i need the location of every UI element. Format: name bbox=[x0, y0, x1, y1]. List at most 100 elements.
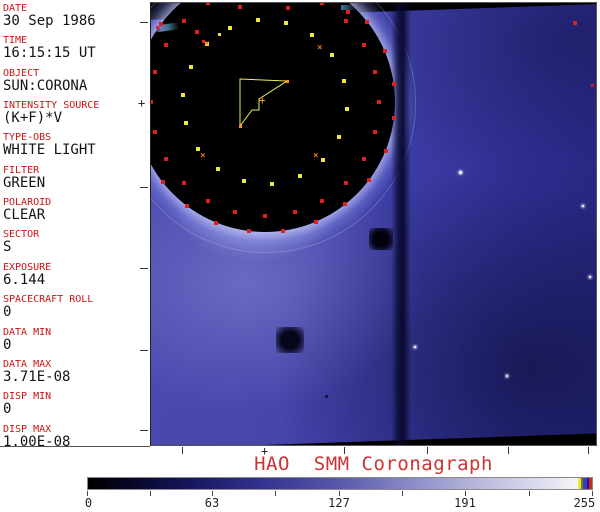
field-label: TIME bbox=[3, 35, 28, 47]
dark-speck bbox=[325, 395, 328, 398]
colorbar-scale-label: 255 bbox=[573, 496, 596, 510]
red-inner-fiducial-circle-dot bbox=[182, 19, 187, 24]
red-inner-fiducial-circle-dot bbox=[233, 210, 238, 215]
field-label: FILTER bbox=[3, 164, 40, 176]
axis-plus-left: + bbox=[138, 96, 146, 110]
axis-tick-left bbox=[140, 187, 148, 188]
metadata-field: SECTOR S bbox=[3, 229, 149, 255]
image-title: HAO SMM Coronagraph bbox=[254, 453, 493, 475]
red-outer-fiducial-circle-dot bbox=[160, 180, 165, 185]
red-inner-fiducial-circle-dot bbox=[343, 19, 348, 24]
field-value: CLEAR bbox=[3, 207, 46, 224]
red-inner-fiducial-circle-dot bbox=[206, 198, 210, 203]
red-outer-fiducial-circle-dot bbox=[392, 115, 397, 120]
fiducial-dot bbox=[201, 39, 205, 43]
colorbar-tick bbox=[339, 491, 340, 496]
yellow-fiducial-circle-dot bbox=[215, 167, 220, 172]
yellow-fiducial-circle-dot bbox=[255, 18, 260, 23]
field-value: (K+F)*V bbox=[3, 110, 63, 127]
field-value: SUN:CORONA bbox=[3, 77, 88, 94]
x-fiducial-mark: × bbox=[313, 151, 319, 161]
fiducial-dot bbox=[155, 25, 159, 29]
red-outer-fiducial-circle-dot bbox=[313, 219, 318, 224]
red-inner-fiducial-circle-dot bbox=[361, 157, 366, 161]
red-inner-fiducial-circle-dot bbox=[373, 70, 378, 75]
colorbar-end-stripe bbox=[589, 478, 592, 489]
axis-tick-bottom bbox=[427, 447, 428, 454]
field-value: GREEN bbox=[3, 174, 46, 191]
star-point bbox=[582, 205, 584, 207]
field-label: SPACECRAFT ROLL bbox=[3, 294, 94, 306]
yellow-fiducial-circle-dot bbox=[344, 107, 349, 112]
red-inner-fiducial-circle-dot bbox=[377, 100, 381, 104]
fiducial-dot bbox=[217, 32, 221, 36]
metadata-field: SPACECRAFT ROLL 0 bbox=[3, 294, 149, 320]
red-inner-fiducial-circle-dot bbox=[373, 129, 378, 134]
axis-tick-left bbox=[140, 268, 148, 269]
field-label: EXPOSURE bbox=[3, 261, 52, 273]
yellow-fiducial-circle-dot bbox=[297, 174, 302, 179]
field-label: OBJECT bbox=[3, 67, 40, 79]
colorbar-end-stripe bbox=[587, 478, 589, 489]
yellow-fiducial-circle-dot bbox=[310, 32, 315, 37]
field-label: DATA MIN bbox=[3, 326, 52, 338]
axis-tick-left bbox=[140, 430, 148, 431]
field-label: TYPE-OBS bbox=[3, 132, 52, 144]
field-value: 30 Sep 1986 bbox=[3, 13, 96, 29]
red-inner-fiducial-circle-dot bbox=[182, 180, 187, 185]
red-inner-fiducial-circle-dot bbox=[164, 157, 169, 161]
yellow-fiducial-circle-dot bbox=[330, 52, 335, 57]
yellow-fiducial-circle-dot bbox=[284, 20, 289, 25]
field-label: DISP MIN bbox=[3, 391, 52, 403]
x-fiducial-mark: × bbox=[200, 151, 206, 161]
red-outer-fiducial-circle-dot bbox=[382, 49, 387, 54]
yellow-fiducial-circle-dot bbox=[228, 25, 233, 30]
sun-center-marker: + bbox=[259, 94, 266, 107]
red-outer-fiducial-circle-dot bbox=[159, 21, 164, 26]
metadata-sidebar: DATE 30 Sep 1986 TIME 16:15:15 UT OBJECT SUN:… bbox=[0, 0, 150, 449]
axis-plus-bottom: + bbox=[261, 444, 269, 458]
field-label: SECTOR bbox=[3, 229, 40, 241]
metadata-field: DATE 30 Sep 1986 bbox=[3, 3, 149, 29]
colorbar-tick bbox=[150, 491, 151, 496]
field-label: DISP MAX bbox=[3, 423, 52, 435]
red-outer-fiducial-circle-dot bbox=[391, 81, 396, 86]
colorbar-scale-label: 191 bbox=[454, 496, 476, 510]
metadata-field: DISP MAX 1.00E-08 bbox=[3, 424, 149, 450]
colorbar-tick bbox=[212, 491, 213, 496]
star-point bbox=[506, 375, 508, 377]
yellow-fiducial-circle-dot bbox=[188, 65, 193, 70]
colorbar-tick bbox=[465, 491, 466, 496]
field-value: 1.00E-08 bbox=[3, 433, 71, 450]
red-inner-fiducial-circle-dot bbox=[361, 43, 366, 47]
red-inner-fiducial-circle-dot bbox=[152, 129, 157, 134]
yellow-fiducial-circle-dot bbox=[270, 181, 275, 186]
star-point bbox=[458, 170, 462, 174]
fiducial-dot bbox=[285, 79, 289, 83]
colorbar-scale-label: 127 bbox=[328, 496, 350, 510]
field-value: 0 bbox=[3, 336, 12, 353]
colorbar-tick bbox=[275, 491, 276, 496]
fiducial-dot bbox=[573, 21, 577, 25]
fiducial-dot bbox=[238, 124, 242, 128]
colorbar-end-stripe bbox=[578, 478, 581, 489]
red-outer-fiducial-circle-dot bbox=[366, 178, 371, 183]
yellow-fiducial-circle-dot bbox=[181, 92, 186, 97]
field-value: WHITE LIGHT bbox=[3, 142, 96, 159]
field-value: 0 bbox=[3, 401, 12, 418]
metadata-field: TYPE-OBS WHITE LIGHT bbox=[3, 132, 149, 158]
yellow-fiducial-circle-dot bbox=[205, 42, 210, 47]
red-inner-fiducial-circle-dot bbox=[343, 180, 348, 185]
field-value: S bbox=[3, 239, 12, 256]
field-value: 3.71E-08 bbox=[3, 368, 71, 385]
dark-blob bbox=[276, 327, 304, 353]
red-inner-fiducial-circle-dot bbox=[292, 210, 297, 215]
metadata-field: TIME 16:15:15 UT bbox=[3, 35, 149, 61]
axis-tick-left bbox=[140, 350, 148, 351]
red-outer-fiducial-circle-dot bbox=[247, 229, 252, 234]
red-outer-fiducial-circle-dot bbox=[365, 19, 370, 24]
metadata-field: INTENSITY SOURCE (K+F)*V bbox=[3, 100, 149, 126]
metadata-field: FILTER GREEN bbox=[3, 165, 149, 191]
yellow-fiducial-circle-dot bbox=[320, 157, 325, 162]
